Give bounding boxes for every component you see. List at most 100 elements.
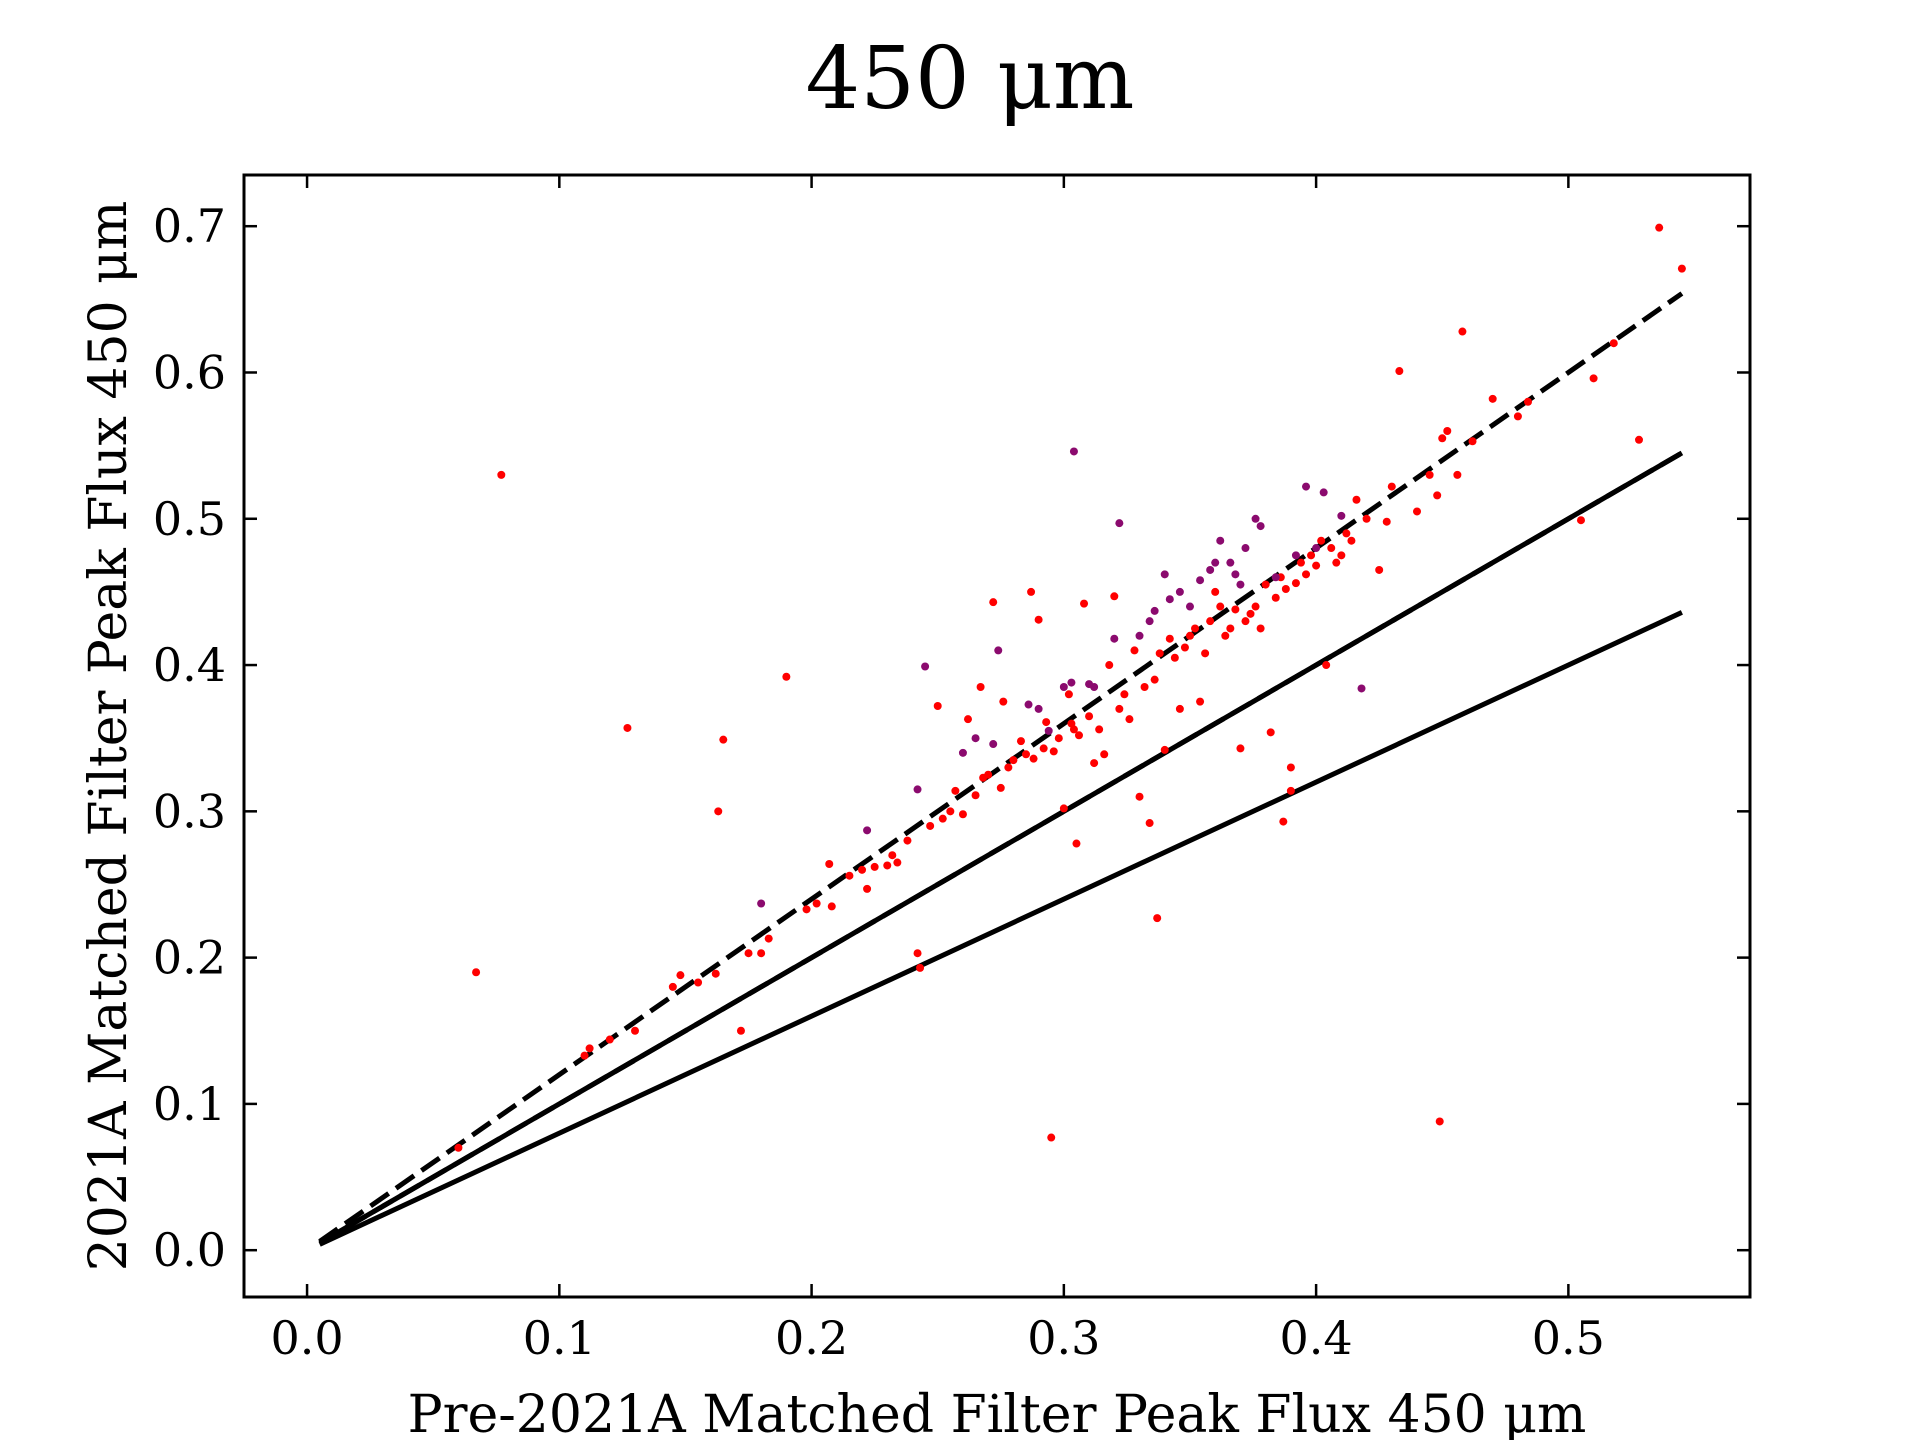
data-point [1085, 712, 1094, 721]
data-point [958, 810, 967, 819]
data-point [984, 770, 993, 779]
x-tick-label: 0.4 [1280, 1311, 1353, 1365]
data-point [1185, 631, 1194, 640]
data-point [1286, 786, 1295, 795]
data-point [1312, 561, 1321, 570]
data-point [764, 934, 773, 943]
data-point [1271, 573, 1280, 582]
data-point [888, 851, 897, 860]
data-point [1279, 817, 1288, 826]
data-point [1251, 514, 1260, 523]
data-point [870, 862, 879, 871]
data-point [1145, 819, 1154, 828]
data-point [1201, 649, 1210, 658]
data-point [1072, 839, 1081, 848]
data-point [1090, 759, 1099, 768]
data-point [1150, 675, 1159, 684]
data-point [1180, 643, 1189, 652]
data-point [913, 949, 922, 958]
data-point [694, 978, 703, 987]
data-point [1153, 914, 1162, 923]
data-point [1236, 744, 1245, 753]
data-points [454, 223, 1686, 1152]
data-point [1042, 718, 1051, 727]
data-point [1074, 731, 1083, 740]
data-point [1425, 470, 1434, 479]
data-point [1069, 725, 1078, 734]
data-point [676, 971, 685, 980]
data-point [1196, 697, 1205, 706]
y-tick-label: 0.6 [153, 345, 226, 399]
data-point [1067, 678, 1076, 687]
data-point [719, 735, 728, 744]
x-tick-label: 0.1 [523, 1311, 596, 1365]
y-tick-label: 0.1 [153, 1077, 226, 1131]
x-tick-label: 0.2 [775, 1311, 848, 1365]
data-point [1120, 690, 1129, 699]
y-tick-label: 0.4 [153, 638, 226, 692]
data-point [1312, 544, 1321, 553]
data-point [1027, 587, 1036, 596]
reference-line-4 [318, 610, 1683, 1247]
data-point [1206, 617, 1215, 626]
data-point [1513, 412, 1522, 421]
data-point [1332, 558, 1341, 567]
data-point [825, 859, 834, 868]
data-point [1286, 763, 1295, 772]
data-point [1059, 804, 1068, 813]
data-point [812, 899, 821, 908]
data-point [1453, 470, 1462, 479]
data-point [963, 715, 972, 724]
data-point [1034, 704, 1043, 713]
data-point [1226, 558, 1235, 567]
data-point [1170, 653, 1179, 662]
data-point [1677, 264, 1686, 273]
data-point [1165, 634, 1174, 643]
data-point [938, 814, 947, 823]
data-point [1034, 615, 1043, 624]
data-point [1216, 602, 1225, 611]
data-point [1049, 747, 1058, 756]
data-point [668, 982, 677, 991]
data-point [958, 748, 967, 757]
axis-ticks: 0.0 0.1 0.2 0.3 0.4 0.5 0.0 0.1 0.2 0.3 0.4 0.5 0.6 0… [153, 175, 1750, 1365]
data-point [946, 807, 955, 816]
data-point [1145, 617, 1154, 626]
data-point [1256, 624, 1265, 633]
data-point [585, 1044, 594, 1053]
data-point [1266, 728, 1275, 737]
data-point [1110, 592, 1119, 601]
data-point [1435, 1117, 1444, 1126]
data-point [933, 702, 942, 711]
data-point [1211, 558, 1220, 567]
data-point [782, 672, 791, 681]
data-point [1231, 570, 1240, 579]
data-point [1246, 609, 1255, 618]
data-point [926, 821, 935, 830]
data-point [1196, 576, 1205, 585]
data-point [1095, 725, 1104, 734]
data-point [1115, 704, 1124, 713]
data-point [1231, 605, 1240, 614]
y-tick-label: 0.2 [153, 931, 226, 985]
data-point [1150, 606, 1159, 615]
data-point [454, 1143, 463, 1152]
data-point [863, 826, 872, 835]
data-point [1221, 631, 1230, 640]
reference-line-3 [318, 450, 1684, 1246]
data-point [1022, 750, 1031, 759]
data-point [1413, 507, 1422, 516]
data-point [1236, 580, 1245, 589]
data-point [1140, 682, 1149, 691]
data-point [580, 1051, 589, 1060]
data-point [893, 858, 902, 867]
data-point [1524, 397, 1533, 406]
x-tick-label: 0.3 [1027, 1311, 1100, 1365]
data-point [1024, 700, 1033, 709]
data-point [1655, 223, 1664, 232]
data-point [1080, 599, 1089, 608]
data-point [1185, 602, 1194, 611]
data-point [1375, 565, 1384, 574]
data-point [1609, 339, 1618, 348]
data-point [827, 902, 836, 911]
